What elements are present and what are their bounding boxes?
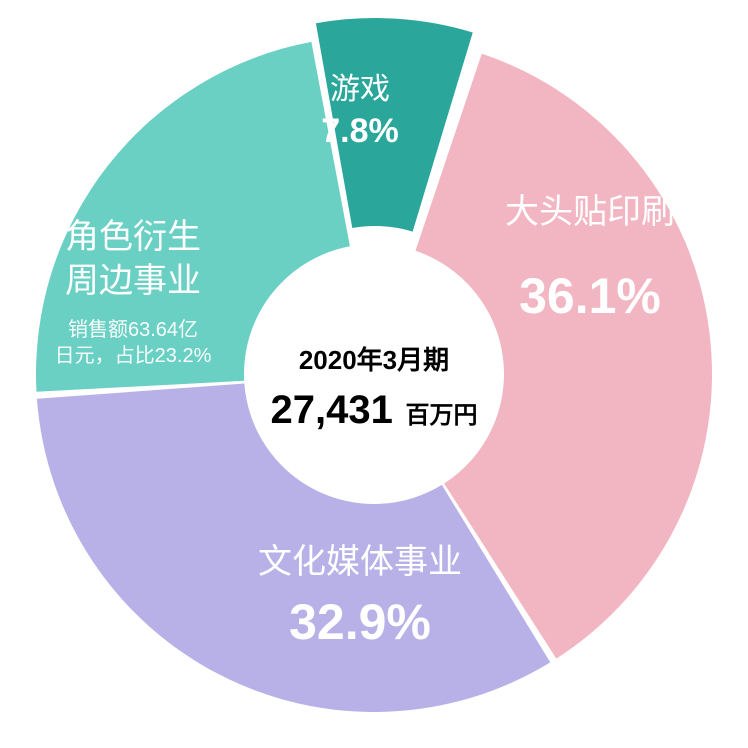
slice-name: 角色衍生周边事业 [18, 215, 248, 303]
center-value: 27,431 百万円 [270, 388, 477, 433]
slice-label-media: 文化媒体事业 32.9% [210, 540, 510, 655]
donut-chart: 2020年3月期 27,431 百万円 大头贴印刷 36.1% 文化媒体事业 3… [0, 0, 748, 748]
slice-extra: 销售额63.64亿日元，占比23.2% [18, 317, 248, 369]
center-value-unit: 百万円 [406, 402, 478, 429]
center-period-text: 2020年3月期 [299, 345, 449, 375]
slice-pct: 36.1% [470, 264, 710, 329]
slice-label-games: 游戏 7.8% [280, 70, 440, 153]
slice-pct: 32.9% [210, 590, 510, 655]
slice-name: 大头贴印刷 [470, 190, 710, 234]
slice-pct: 7.8% [280, 109, 440, 153]
slice-label-printing: 大头贴印刷 36.1% [470, 190, 710, 329]
center-period: 2020年3月期 [299, 340, 449, 377]
center-value-number: 27,431 [270, 388, 392, 432]
slice-label-character: 角色衍生周边事业 销售额63.64亿日元，占比23.2% [18, 215, 248, 369]
slice-name: 游戏 [280, 70, 440, 109]
slice-name: 文化媒体事业 [210, 540, 510, 584]
